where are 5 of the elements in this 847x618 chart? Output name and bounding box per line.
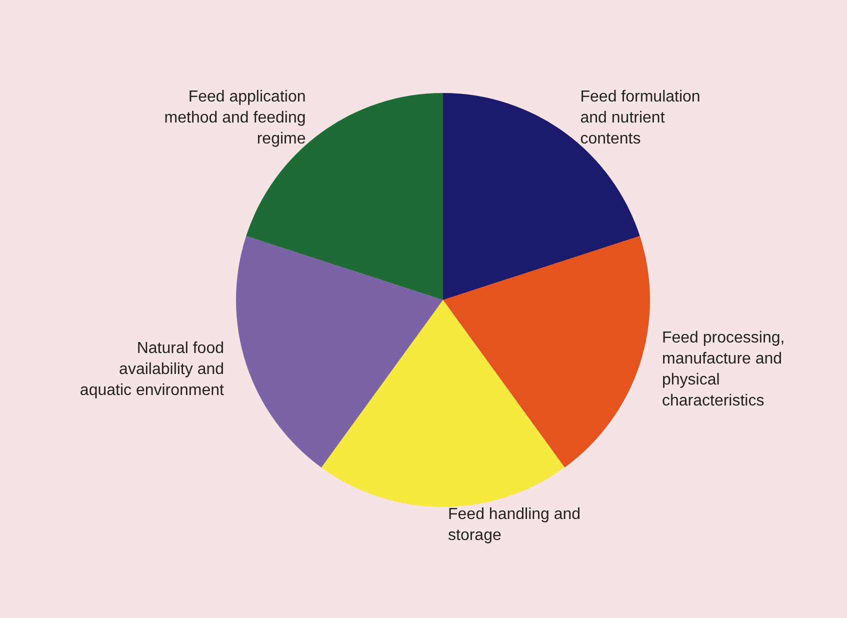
slice-label: Feed handling and storage [448, 506, 581, 544]
slice-label: Feed processing, manufacture and physical characteristics [662, 330, 785, 410]
slice-label: Natural food availability and aquatic environment [80, 340, 225, 400]
slice-label: Feed application method and feeding regime [164, 88, 306, 148]
slice-label: Feed formulation and nutrient contents [580, 88, 700, 148]
